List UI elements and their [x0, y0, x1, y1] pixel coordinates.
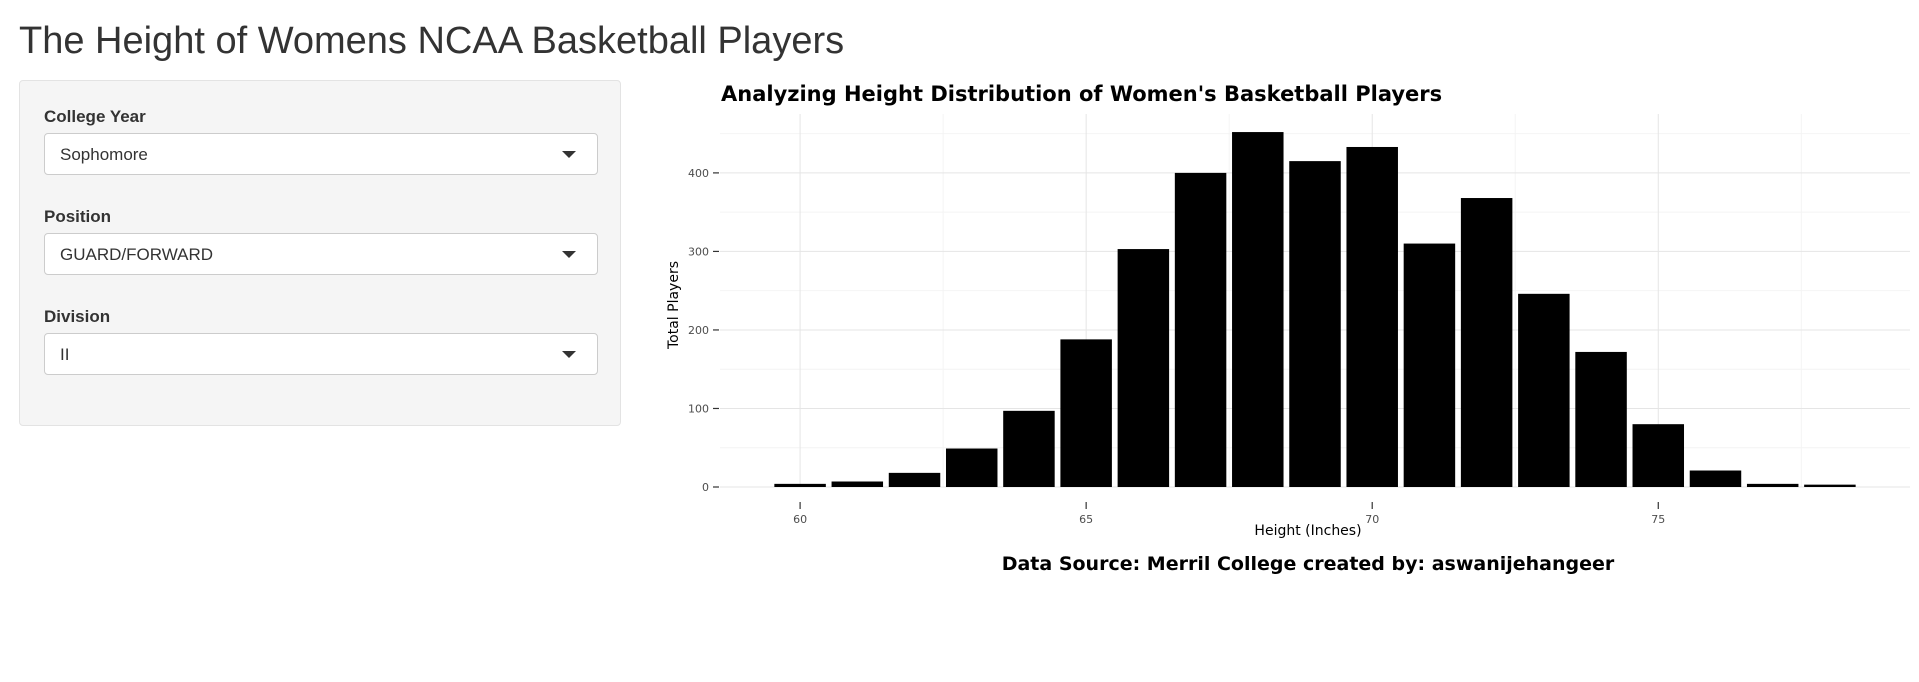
college-year-label: College Year	[44, 107, 146, 126]
y-tick-label: 400	[688, 167, 709, 180]
page-title: The Height of Womens NCAA Basketball Pla…	[19, 20, 845, 62]
bars	[774, 132, 1856, 488]
y-axis: 0 100 200 300 400	[688, 167, 719, 494]
histogram-bar	[1804, 484, 1856, 487]
position-field: Position GUARD/FORWARD	[44, 207, 598, 275]
y-tick-label: 300	[688, 245, 709, 258]
filter-panel: College Year Sophomore Position GUARD/FO…	[19, 80, 621, 426]
y-tick-label: 0	[702, 481, 709, 494]
x-axis: 60 65 70 75	[793, 502, 1665, 526]
x-tick-label: 75	[1651, 513, 1665, 526]
x-axis-label: Height (Inches)	[1254, 523, 1361, 539]
position-value: GUARD/FORWARD	[60, 245, 213, 264]
histogram-bar	[1632, 424, 1685, 487]
y-tick-label: 200	[688, 324, 709, 337]
height-histogram: Analyzing Height Distribution of Women's…	[660, 78, 1910, 598]
x-tick-label: 70	[1365, 513, 1379, 526]
histogram-bar	[888, 472, 941, 487]
histogram-bar	[1346, 146, 1398, 487]
division-label: Division	[44, 307, 111, 326]
histogram-bar	[774, 483, 826, 487]
histogram-bar	[1460, 198, 1513, 487]
chart-title: Analyzing Height Distribution of Women's…	[721, 82, 1442, 106]
caret-down-icon	[562, 351, 576, 358]
division-select[interactable]: II	[44, 333, 598, 375]
histogram-bar	[1117, 249, 1170, 487]
caret-down-icon	[562, 151, 576, 158]
chart-caption: Data Source: Merril College created by: …	[1002, 553, 1615, 575]
y-tick-label: 100	[688, 402, 709, 415]
caret-down-icon	[562, 251, 576, 258]
division-field: Division II	[44, 307, 598, 375]
division-value: II	[60, 345, 70, 364]
college-year-field: College Year Sophomore	[44, 107, 598, 175]
position-label: Position	[44, 207, 112, 226]
histogram-bar	[1003, 410, 1055, 487]
x-tick-label: 65	[1079, 513, 1093, 526]
y-axis-label: Total Players	[666, 261, 682, 350]
histogram-bar	[1060, 339, 1112, 487]
histogram-bar	[945, 448, 998, 487]
histogram-bar	[1289, 161, 1341, 487]
histogram-bar	[1746, 483, 1799, 487]
histogram-bar	[1689, 470, 1742, 487]
college-year-select[interactable]: Sophomore	[44, 133, 598, 175]
x-tick-label: 60	[793, 513, 807, 526]
histogram-bar	[1174, 172, 1227, 487]
chart-svg: Analyzing Height Distribution of Women's…	[666, 82, 1910, 575]
histogram-bar	[1232, 132, 1284, 488]
college-year-value: Sophomore	[60, 145, 148, 164]
histogram-bar	[831, 481, 884, 487]
histogram-bar	[1575, 351, 1627, 487]
histogram-bar	[1518, 293, 1570, 487]
position-select[interactable]: GUARD/FORWARD	[44, 233, 598, 275]
histogram-bar	[1403, 243, 1456, 487]
